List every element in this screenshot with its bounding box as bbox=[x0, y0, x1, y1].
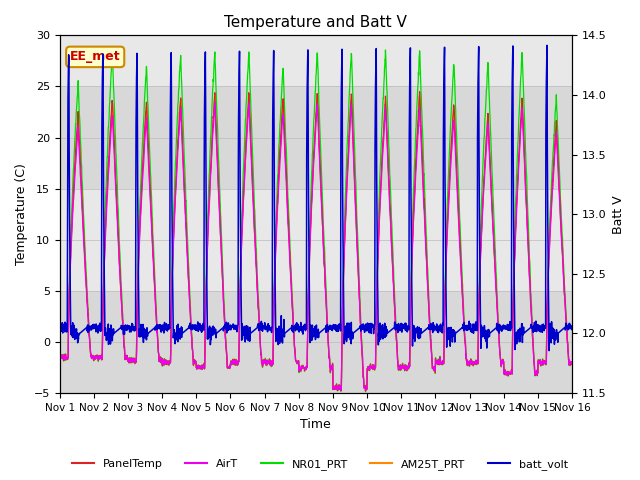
Title: Temperature and Batt V: Temperature and Batt V bbox=[225, 15, 407, 30]
Y-axis label: Temperature (C): Temperature (C) bbox=[15, 163, 28, 265]
X-axis label: Time: Time bbox=[300, 419, 331, 432]
Bar bbox=[60, 189, 572, 291]
Text: EE_met: EE_met bbox=[70, 50, 120, 63]
Bar bbox=[60, 291, 572, 393]
Bar bbox=[60, 86, 572, 189]
Y-axis label: Batt V: Batt V bbox=[612, 195, 625, 234]
Legend: PanelTemp, AirT, NR01_PRT, AM25T_PRT, batt_volt: PanelTemp, AirT, NR01_PRT, AM25T_PRT, ba… bbox=[68, 455, 572, 474]
Bar bbox=[60, 36, 572, 86]
